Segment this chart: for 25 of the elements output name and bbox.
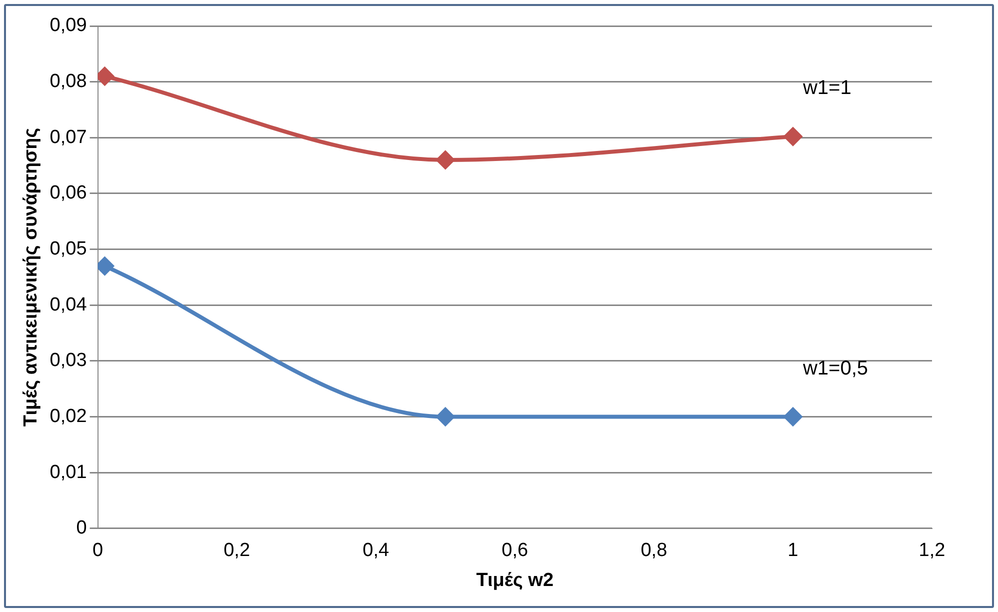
x-tick-label: 0,4 [362, 540, 390, 562]
y-tick-label: 0,01 [50, 462, 87, 483]
x-axis-title: Τιμές w2 [476, 570, 554, 591]
series-label: w1=0,5 [802, 357, 868, 380]
x-tick-label: 0 [92, 540, 104, 562]
x-tick-label: 1,2 [918, 540, 946, 562]
x-tick-label: 0,8 [640, 540, 668, 562]
y-tick-label: 0,06 [50, 182, 87, 204]
y-tick-label: 0 [76, 518, 87, 539]
point [784, 408, 802, 426]
y-tick-label: 0,09 [50, 15, 87, 36]
x-tick-label: 0,6 [502, 540, 528, 562]
y-axis-title: Τιμές αντικειμενικής συνάρτησης [20, 128, 42, 427]
y-tick-label: 0,05 [50, 238, 87, 260]
y-tick-label: 0,04 [50, 294, 88, 316]
y-tick-label: 0,02 [50, 406, 87, 427]
point [436, 150, 454, 169]
series-label: w1=1 [802, 77, 852, 100]
point [436, 408, 454, 426]
y-tick-label: 0,08 [50, 71, 87, 92]
x-tick-label: 0,2 [224, 540, 250, 562]
x-tick-label: 1 [788, 540, 798, 562]
point [784, 128, 802, 146]
y-tick-label: 0,03 [50, 350, 87, 372]
y-tick-label: 0,07 [50, 126, 87, 148]
